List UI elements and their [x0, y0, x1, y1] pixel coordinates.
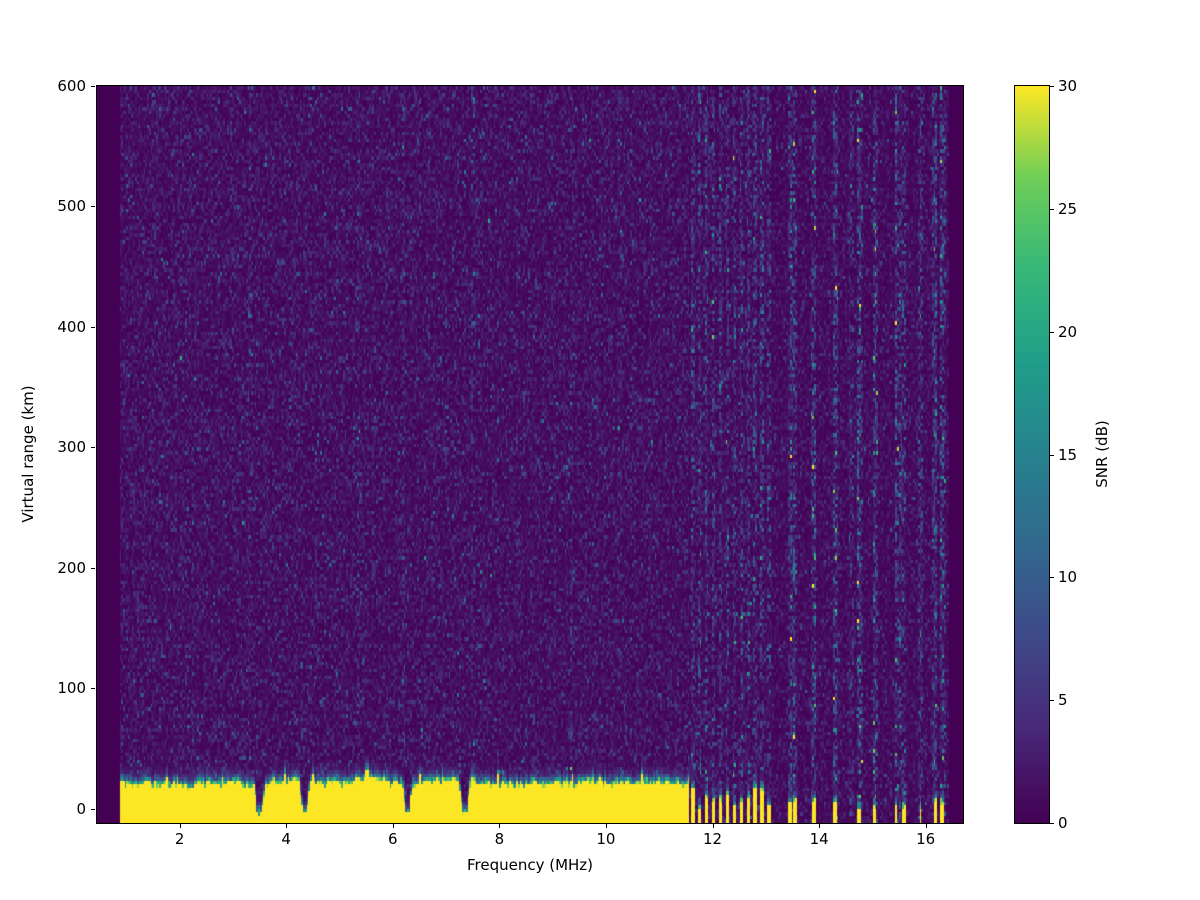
y-tick-mark	[91, 326, 95, 328]
y-tick-mark	[91, 86, 95, 87]
y-tick-mark	[91, 808, 95, 810]
y-tick-mark	[91, 447, 95, 449]
y-tick-mark	[91, 567, 95, 569]
x-tick-label: 14	[809, 830, 829, 848]
y-tick-mark	[91, 206, 95, 208]
x-tick-label: 16	[916, 830, 936, 848]
x-tick-label: 6	[387, 830, 398, 848]
y-tick-mark	[91, 688, 95, 690]
ionogram-heatmap-canvas	[97, 86, 963, 823]
colorbar-tick-mark	[1050, 577, 1054, 579]
x-tick-mark	[392, 824, 394, 828]
colorbar-tick-mark	[1050, 208, 1054, 210]
x-tick-label: 2	[174, 830, 185, 848]
x-tick-label: 10	[596, 830, 616, 848]
colorbar-tick-label: 10	[1058, 568, 1078, 587]
colorbar-tick-mark	[1050, 700, 1054, 702]
y-tick-label: 400	[57, 317, 86, 336]
x-tick-mark	[819, 824, 821, 828]
x-tick-mark	[499, 824, 501, 828]
x-tick-label: 12	[702, 830, 723, 848]
y-tick-label: 500	[57, 197, 86, 216]
colorbar-tick-label: 30	[1058, 77, 1078, 95]
plot-area	[96, 85, 964, 824]
y-tick-label: 300	[57, 438, 86, 457]
x-tick-mark	[605, 824, 607, 828]
x-axis-label: Frequency (MHz)	[466, 856, 594, 874]
colorbar-tick-label: 20	[1058, 322, 1078, 341]
y-tick-label: 100	[57, 679, 86, 698]
colorbar-tick-mark	[1050, 86, 1054, 87]
x-tick-label: 8	[494, 830, 505, 848]
x-tick-mark	[286, 824, 288, 828]
y-tick-label: 200	[57, 558, 86, 577]
colorbar-tick-mark	[1050, 823, 1054, 824]
colorbar	[1014, 85, 1050, 824]
colorbar-tick-label: 25	[1058, 199, 1078, 218]
colorbar-label: SNR (dB)	[1093, 420, 1111, 488]
y-tick-label: 600	[57, 77, 86, 95]
colorbar-tick-label: 5	[1058, 691, 1068, 710]
colorbar-tick-mark	[1050, 454, 1054, 456]
colorbar-gradient-canvas	[1015, 86, 1049, 823]
x-tick-mark	[179, 824, 181, 828]
colorbar-tick-mark	[1050, 331, 1054, 333]
x-tick-label: 4	[281, 830, 291, 848]
colorbar-tick-label: 15	[1058, 445, 1078, 464]
y-tick-label: 0	[76, 799, 86, 818]
x-tick-mark	[712, 824, 714, 828]
colorbar-tick-label: 0	[1058, 814, 1068, 832]
x-tick-mark	[925, 824, 927, 828]
